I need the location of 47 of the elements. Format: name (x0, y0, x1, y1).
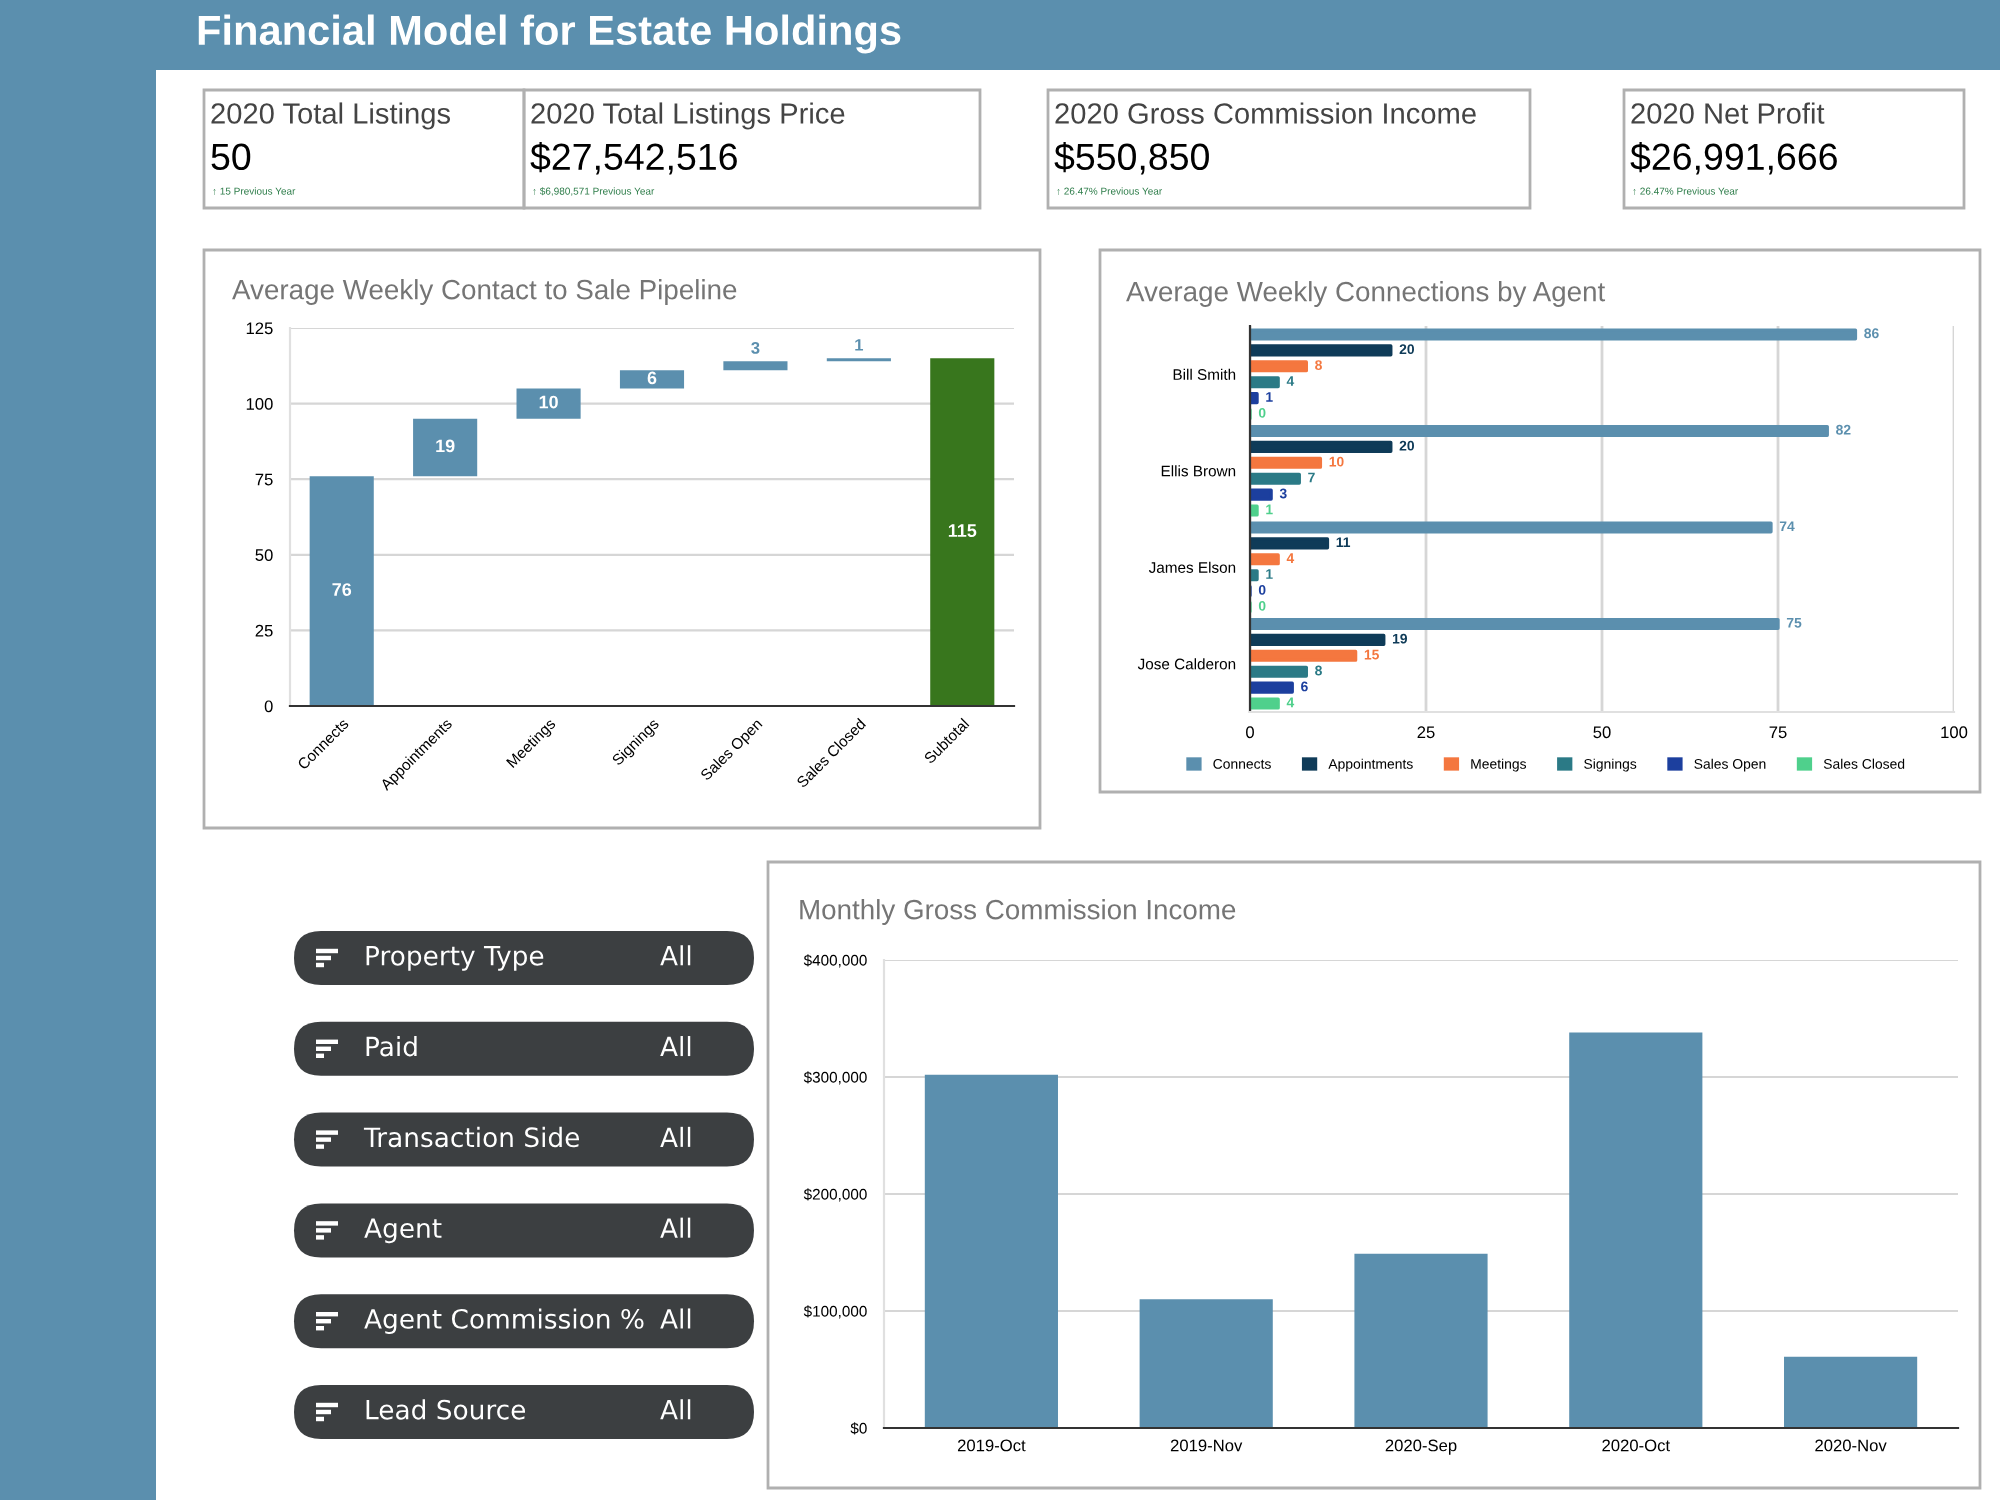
x-tick-label: 2020-Oct (1602, 1439, 1670, 1452)
y-tick-label: 100 (246, 398, 273, 410)
x-tick-label: 0 (1246, 726, 1254, 739)
text: $26,991,666 (1630, 141, 1837, 175)
x-tick-label: 2020-Sep (1385, 1439, 1457, 1455)
text: $27,542,516 (530, 141, 737, 175)
chart-title: Average Weekly Contact to Sale Pipeline (232, 279, 737, 305)
text: 2020 Gross Commission Income (1055, 102, 1476, 124)
data-label: 19 (436, 439, 455, 453)
data-label: 10 (539, 395, 558, 409)
y-tick-label: 75 (255, 473, 273, 486)
text: All (660, 945, 691, 966)
x-tick-label: 75 (1769, 726, 1787, 739)
text: Paid (366, 1036, 417, 1057)
data-label: 76 (332, 583, 352, 596)
x-tick-label: 100 (1941, 726, 1968, 739)
text: 50 (211, 143, 251, 171)
text: All (660, 1217, 691, 1238)
text: Financial Model for Estate Holdings (198, 14, 901, 54)
y-tick-label: 125 (246, 322, 273, 335)
text: 2020 Total Listings (211, 102, 451, 130)
y-tick-label: 50 (255, 549, 273, 561)
data-label: 3 (751, 342, 760, 354)
text: All (660, 1036, 691, 1057)
x-tick-label: 2019-Oct (957, 1439, 1026, 1452)
x-tick-label: 25 (1417, 726, 1435, 739)
x-tick-label: 2019-Nov (1170, 1439, 1243, 1452)
text: Agent Commission % (364, 1308, 644, 1334)
text: All (660, 1308, 691, 1329)
text: Agent (364, 1218, 442, 1244)
data-label: 115 (948, 524, 977, 537)
data-label: 1 (855, 339, 864, 351)
text: Lead Source (366, 1399, 525, 1420)
chart-title: Average Weekly Connections by Agent (1126, 281, 1606, 307)
text: Transaction Side (363, 1126, 579, 1148)
text: All (660, 1126, 691, 1147)
x-tick-label: 50 (1593, 726, 1611, 739)
text: $550,850 (1054, 141, 1209, 175)
text: 2020 Net Profit (1631, 102, 1825, 124)
text: 2020 Total Listings Price (531, 102, 845, 130)
x-tick-label: 2020-Nov (1815, 1439, 1887, 1452)
text: Property Type (366, 946, 544, 971)
text: All (660, 1399, 691, 1420)
y-tick-label: 0 (264, 700, 273, 713)
chart-title: Monthly Gross Commission Income (800, 899, 1236, 925)
data-label: 6 (647, 371, 657, 385)
y-tick-label: 25 (255, 624, 273, 637)
